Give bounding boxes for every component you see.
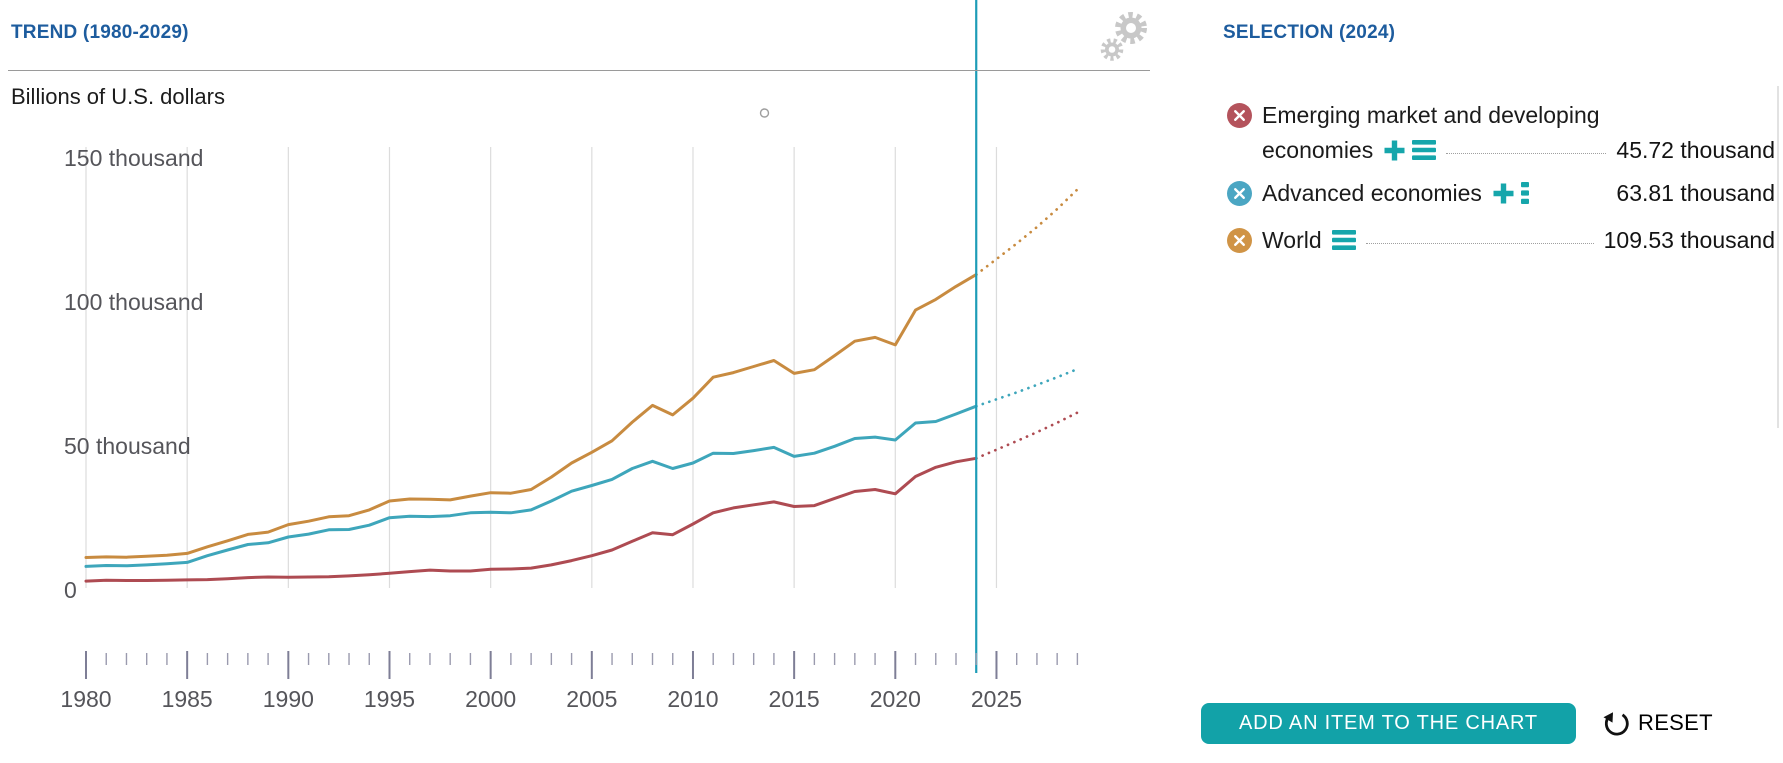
legend-row-world: World 109.53 thousand [1227, 226, 1775, 254]
chart-series-lines [84, 188, 1079, 583]
add-item-to-chart-button[interactable]: ADD AN ITEM TO THE CHART [1201, 703, 1576, 744]
svg-text:1990: 1990 [263, 686, 314, 712]
item-list-icon[interactable] [1412, 139, 1437, 161]
svg-text:2005: 2005 [566, 686, 617, 712]
legend-label: Emerging market and developing [1262, 102, 1600, 128]
svg-text:2025: 2025 [971, 686, 1022, 712]
svg-text:100 thousand: 100 thousand [64, 289, 203, 315]
svg-text:2010: 2010 [667, 686, 718, 712]
chart-units-label: Billions of U.S. dollars [11, 84, 225, 109]
trend-panel-title: TREND (1980-2029) [11, 22, 189, 43]
svg-text:1985: 1985 [162, 686, 213, 712]
legend-label: World [1262, 227, 1322, 253]
legend-value: 63.81 thousand [1616, 180, 1775, 206]
add-item-icon[interactable] [1383, 139, 1406, 162]
svg-text:1995: 1995 [364, 686, 415, 712]
reset-arrow-icon [1603, 712, 1629, 736]
svg-text:2000: 2000 [465, 686, 516, 712]
remove-item-icon[interactable] [1227, 180, 1252, 206]
reset-label: RESET [1638, 710, 1713, 735]
leader-dots [1365, 242, 1594, 244]
selection-panel-title: SELECTION (2024) [1223, 22, 1396, 43]
legend-row-advanced: Advanced economies 63.81 thousand [1227, 179, 1775, 207]
settings-gear-icon[interactable] [1100, 12, 1147, 61]
leader-dots [1446, 152, 1607, 154]
stray-ring-marker [759, 108, 770, 118]
svg-text:150 thousand: 150 thousand [64, 145, 203, 171]
x-axis-year-labels: 1980 1985 1990 1995 2000 2005 2010 2015 2020 2025 [60, 686, 1022, 712]
svg-text:2020: 2020 [870, 686, 921, 712]
chart-gridlines [85, 147, 998, 588]
svg-text:1980: 1980 [60, 686, 111, 712]
remove-item-icon[interactable] [1227, 102, 1252, 128]
legend-label-line2: economies [1262, 137, 1374, 163]
svg-text:2015: 2015 [769, 686, 820, 712]
svg-text:50 thousand: 50 thousand [64, 433, 191, 459]
y-axis-labels: 0 50 thousand 100 thousand 150 thousand [64, 145, 203, 603]
header-divider [8, 70, 1150, 71]
legend-row-emerging: Emerging market and developing economies… [1227, 101, 1775, 164]
legend-value: 109.53 thousand [1603, 227, 1775, 253]
reset-button[interactable]: RESET [1601, 708, 1713, 738]
item-dots-icon[interactable] [1520, 182, 1529, 204]
svg-text:0: 0 [64, 577, 77, 603]
legend-value: 45.72 thousand [1616, 137, 1775, 163]
add-item-icon[interactable] [1492, 182, 1515, 205]
remove-item-icon[interactable] [1227, 227, 1252, 253]
legend-label: Advanced economies [1262, 180, 1482, 206]
timeline-axis-ticks[interactable] [85, 651, 1079, 679]
item-list-icon[interactable] [1331, 229, 1356, 251]
